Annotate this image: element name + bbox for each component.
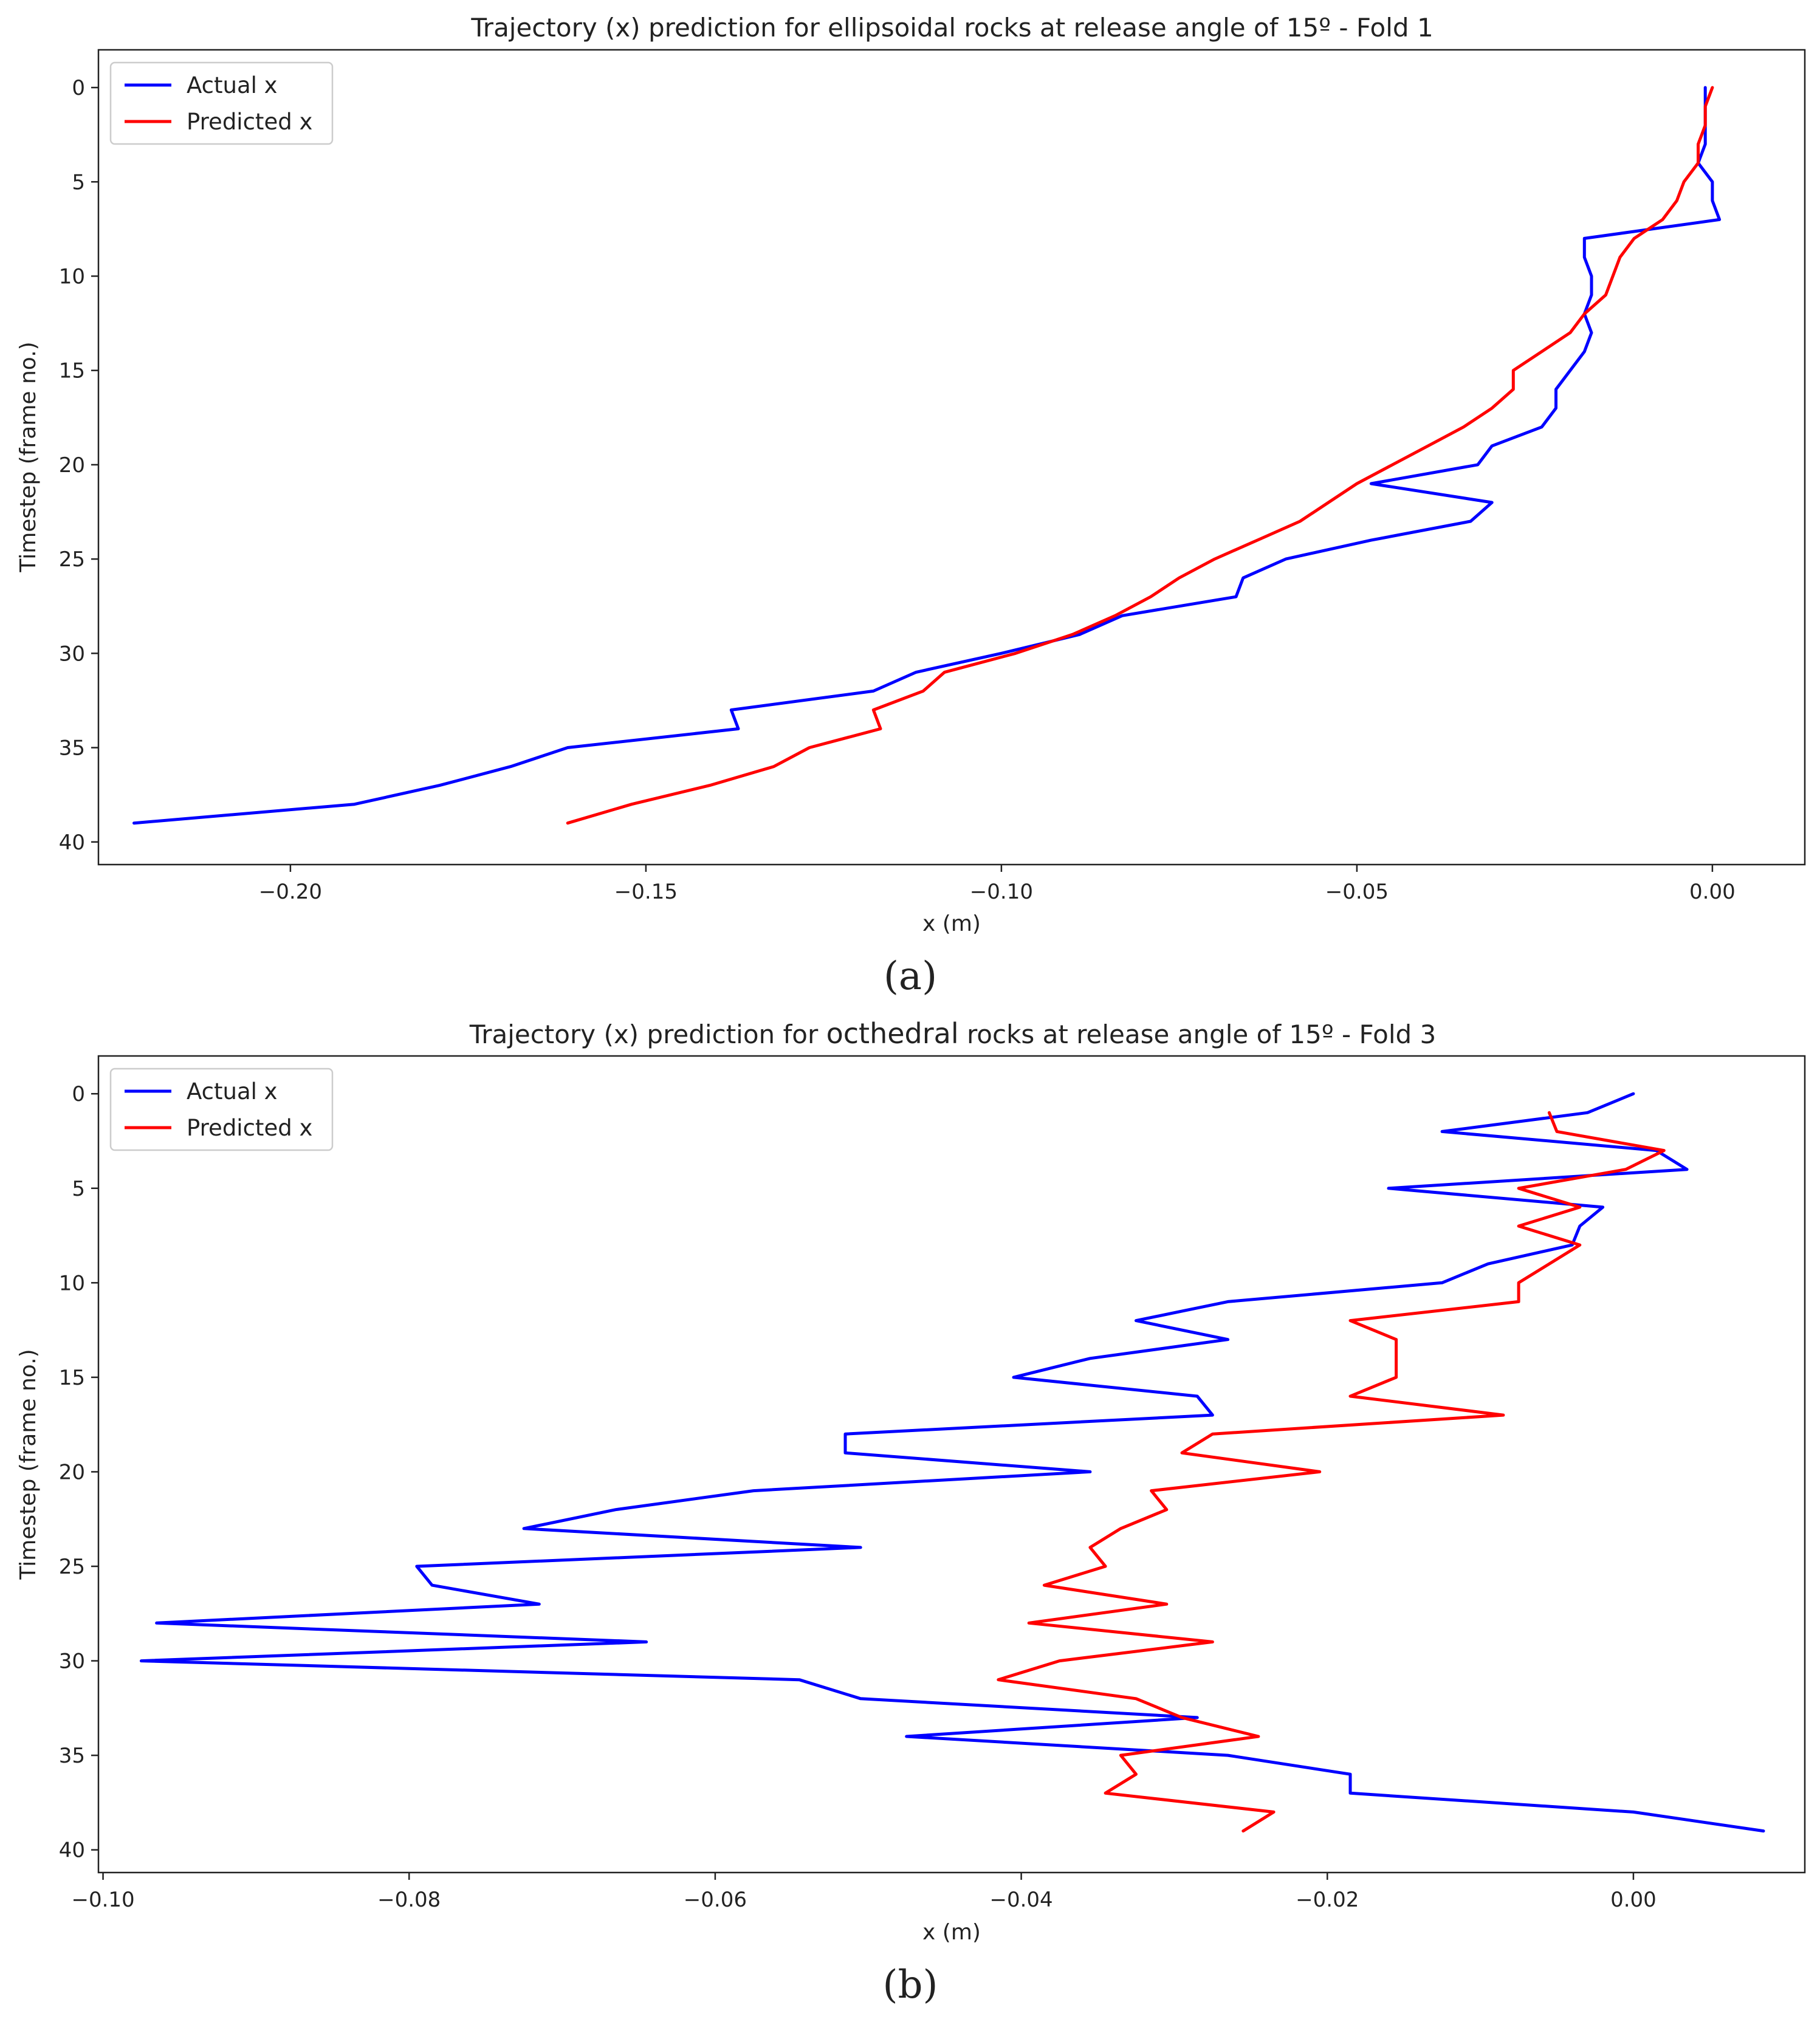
x-tick-label: 0.00 [1689, 880, 1736, 904]
y-tick-label: 20 [59, 453, 85, 478]
y-tick-label: 25 [59, 547, 85, 572]
series-line-predicted-x [566, 86, 1714, 825]
y-tick-label: 30 [59, 1650, 85, 1674]
x-axis-label: x (m) [922, 1920, 981, 1945]
x-tick-label: −0.05 [1325, 880, 1389, 904]
panel-label-b: (b) [883, 1962, 938, 2007]
panel-label-a: (a) [884, 954, 937, 999]
series-line-actual-x [132, 86, 1722, 825]
legend-label-predicted: Predicted x [187, 109, 312, 135]
x-tick-label: −0.20 [259, 880, 322, 904]
x-tick-label: 0.00 [1610, 1888, 1657, 1912]
legend-label-actual: Actual x [187, 1078, 278, 1105]
chart-title-part: Trajectory (x) prediction for [469, 1020, 826, 1049]
x-axis-label: x (m) [922, 911, 981, 936]
axes-frame [97, 49, 1806, 866]
legend: Actual x Predicted x [109, 61, 334, 145]
y-tick-label: 0 [72, 1082, 85, 1106]
y-tick-label: 20 [59, 1460, 85, 1484]
chart-title: Trajectory (x) prediction for octhedral … [469, 1017, 1437, 1050]
legend-label-actual: Actual x [187, 72, 278, 98]
chart-panel-b: Trajectory (x) prediction for octhedral … [16, 1017, 1806, 2007]
legend-box [109, 1068, 334, 1151]
y-tick-label: 5 [72, 170, 85, 194]
y-tick-label: 5 [72, 1177, 85, 1201]
chart-title: Trajectory (x) prediction for ellipsoida… [470, 13, 1433, 43]
y-tick-label: 40 [59, 831, 85, 855]
chart-title-rock-type: octhedral [826, 1017, 959, 1050]
y-tick-label: 40 [59, 1839, 85, 1863]
y-tick-label: 35 [59, 1744, 85, 1768]
x-tick-label: −0.08 [377, 1888, 441, 1912]
legend-box [109, 61, 334, 145]
y-axis-ticks: 0 5 10 15 20 25 30 35 40 [59, 76, 98, 855]
y-tick-label: 30 [59, 642, 85, 666]
plot-area [140, 1092, 1765, 1833]
axes-frame [97, 1055, 1806, 1874]
y-tick-label: 10 [59, 265, 85, 289]
x-tick-label: −0.06 [684, 1888, 747, 1912]
legend-label-predicted: Predicted x [187, 1115, 312, 1141]
y-axis-ticks: 0 5 10 15 20 25 30 35 40 [59, 1082, 98, 1863]
y-axis-label: Timestep (frame no.) [16, 341, 41, 572]
y-tick-label: 0 [72, 76, 85, 100]
x-tick-label: −0.10 [71, 1888, 134, 1912]
x-tick-label: −0.10 [970, 880, 1033, 904]
legend: Actual x Predicted x [109, 1068, 334, 1151]
y-tick-label: 15 [59, 1366, 85, 1390]
chart-panel-a: Trajectory (x) prediction for ellipsoida… [16, 13, 1806, 999]
y-tick-label: 15 [59, 359, 85, 383]
series-line-predicted-x [997, 1111, 1666, 1833]
x-axis-ticks: −0.10 −0.08 −0.06 −0.04 −0.02 0.00 [71, 1873, 1657, 1912]
x-tick-label: −0.02 [1296, 1888, 1359, 1912]
y-tick-label: 25 [59, 1555, 85, 1579]
x-tick-label: −0.04 [989, 1888, 1053, 1912]
plot-area [132, 86, 1722, 825]
y-tick-label: 10 [59, 1271, 85, 1295]
x-tick-label: −0.15 [614, 880, 678, 904]
y-axis-label: Timestep (frame no.) [16, 1349, 41, 1580]
series-line-actual-x [140, 1092, 1765, 1833]
x-axis-ticks: −0.20 −0.15 −0.10 −0.05 0.00 [259, 865, 1736, 904]
y-tick-label: 35 [59, 736, 85, 761]
chart-title-part: rocks at release angle of 15º - Fold 3 [959, 1020, 1437, 1049]
